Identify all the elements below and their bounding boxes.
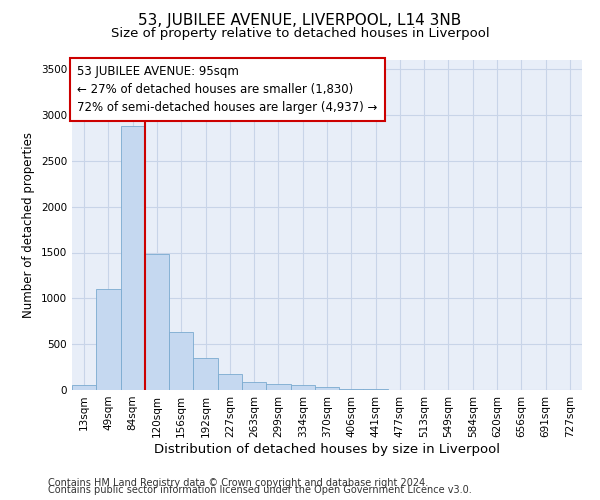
Bar [339,388,364,390]
Bar [145,254,169,390]
Bar [121,126,145,390]
Bar [315,387,339,390]
Bar [169,332,193,390]
Bar [242,382,266,390]
Bar [290,386,315,390]
Bar [96,289,121,390]
Y-axis label: Number of detached properties: Number of detached properties [22,132,35,318]
Bar [266,384,290,390]
Text: Size of property relative to detached houses in Liverpool: Size of property relative to detached ho… [110,28,490,40]
Text: 53, JUBILEE AVENUE, LIVERPOOL, L14 3NB: 53, JUBILEE AVENUE, LIVERPOOL, L14 3NB [139,12,461,28]
Bar [218,374,242,390]
Bar [193,358,218,390]
Bar [72,386,96,390]
Text: Contains public sector information licensed under the Open Government Licence v3: Contains public sector information licen… [48,485,472,495]
X-axis label: Distribution of detached houses by size in Liverpool: Distribution of detached houses by size … [154,442,500,456]
Text: 53 JUBILEE AVENUE: 95sqm
← 27% of detached houses are smaller (1,830)
72% of sem: 53 JUBILEE AVENUE: 95sqm ← 27% of detach… [77,65,377,114]
Text: Contains HM Land Registry data © Crown copyright and database right 2024.: Contains HM Land Registry data © Crown c… [48,478,428,488]
